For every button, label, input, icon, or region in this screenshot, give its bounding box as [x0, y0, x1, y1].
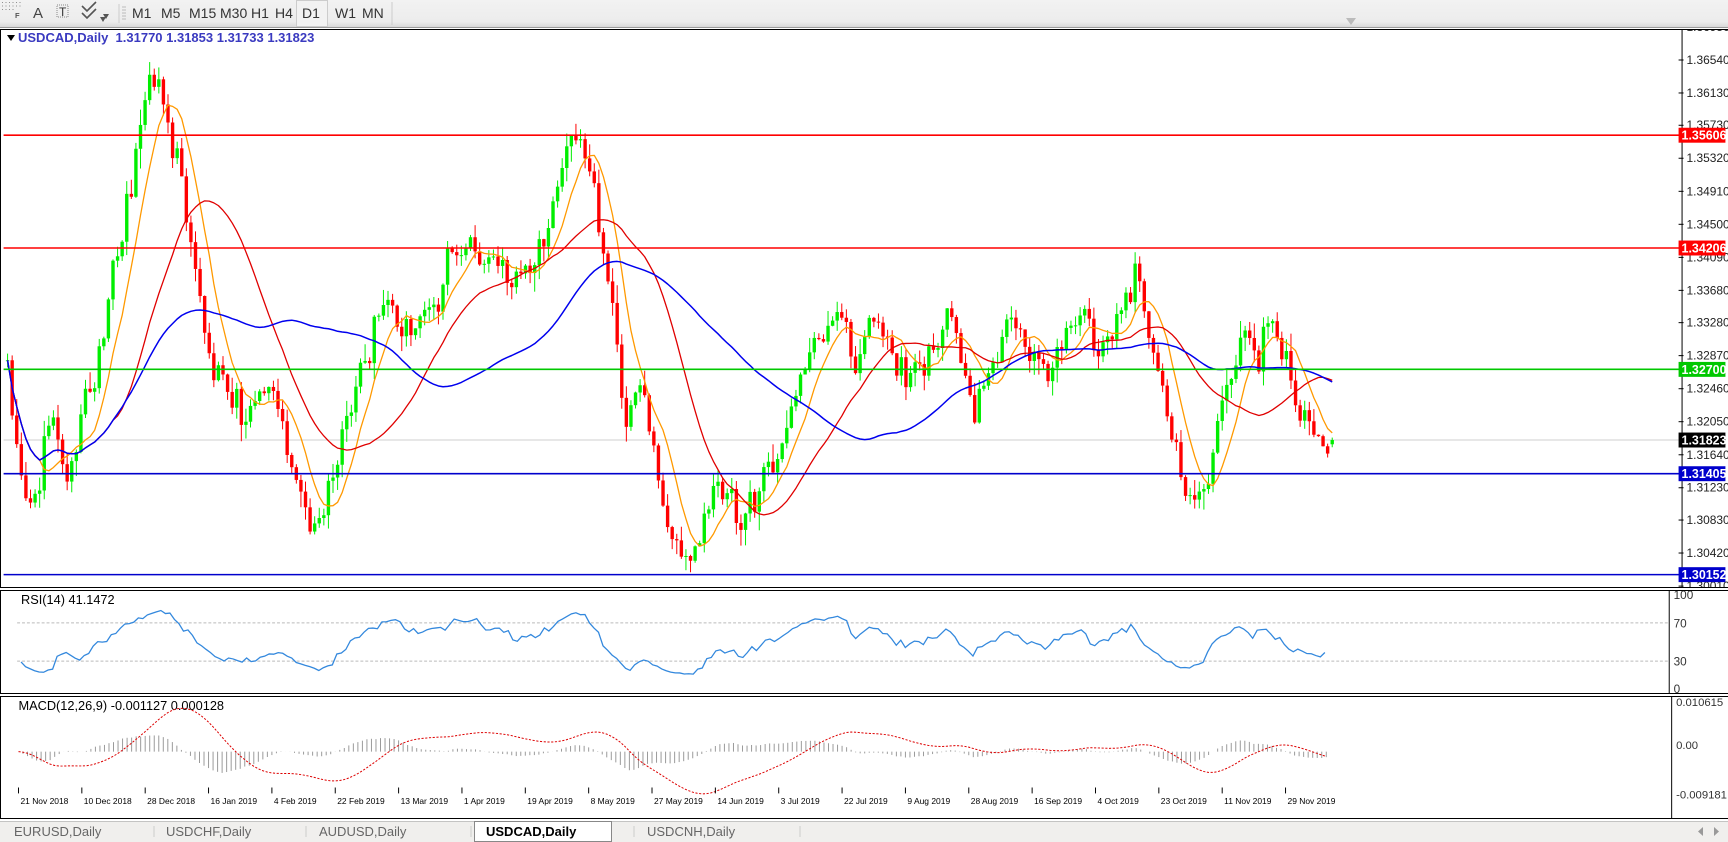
- svg-text:1.31405: 1.31405: [1682, 467, 1727, 481]
- svg-text:1.32700: 1.32700: [1682, 363, 1727, 377]
- svg-text:1.31230: 1.31230: [1687, 481, 1728, 495]
- svg-text:USDCNH,Daily: USDCNH,Daily: [647, 824, 736, 839]
- svg-text:9 Aug 2019: 9 Aug 2019: [907, 796, 950, 806]
- svg-text:H1: H1: [251, 5, 269, 21]
- svg-text:1.30420: 1.30420: [1687, 546, 1728, 560]
- svg-text:1.33680: 1.33680: [1687, 283, 1728, 297]
- svg-text:A: A: [33, 5, 43, 22]
- svg-text:8 May 2019: 8 May 2019: [591, 796, 635, 806]
- svg-text:T: T: [59, 5, 67, 19]
- svg-text:1.30152: 1.30152: [1682, 568, 1727, 582]
- svg-text:28 Aug 2019: 28 Aug 2019: [971, 796, 1019, 806]
- svg-text:19 Apr 2019: 19 Apr 2019: [527, 796, 573, 806]
- svg-text:1.30830: 1.30830: [1687, 513, 1728, 527]
- svg-text:1.31823: 1.31823: [1682, 434, 1727, 448]
- svg-text:28 Dec 2018: 28 Dec 2018: [147, 796, 195, 806]
- svg-text:16 Sep 2019: 16 Sep 2019: [1034, 796, 1082, 806]
- svg-text:1.34206: 1.34206: [1682, 242, 1727, 256]
- svg-text:1.33280: 1.33280: [1687, 316, 1728, 330]
- svg-text:4 Oct 2019: 4 Oct 2019: [1097, 796, 1139, 806]
- svg-text:29 Nov 2019: 29 Nov 2019: [1288, 796, 1336, 806]
- svg-text:-0.009181: -0.009181: [1676, 789, 1727, 801]
- svg-text:10 Dec 2018: 10 Dec 2018: [84, 796, 132, 806]
- svg-text:M1: M1: [132, 5, 152, 21]
- svg-text:1.32050: 1.32050: [1687, 415, 1728, 429]
- svg-text:13 Mar 2019: 13 Mar 2019: [401, 796, 449, 806]
- svg-text:1.34910: 1.34910: [1687, 184, 1728, 198]
- svg-text:0.010615: 0.010615: [1676, 697, 1723, 709]
- svg-text:F: F: [15, 11, 20, 20]
- svg-text:0.00: 0.00: [1676, 740, 1698, 752]
- svg-text:30: 30: [1674, 656, 1688, 669]
- svg-text:0: 0: [1674, 683, 1681, 694]
- svg-text:21 Nov 2018: 21 Nov 2018: [20, 796, 68, 806]
- svg-text:1.34500: 1.34500: [1687, 217, 1728, 231]
- svg-text:22 Feb 2019: 22 Feb 2019: [337, 796, 385, 806]
- svg-text:4 Feb 2019: 4 Feb 2019: [274, 796, 317, 806]
- svg-text:USDCAD,Daily: USDCAD,Daily: [486, 824, 577, 839]
- svg-text:1.35606: 1.35606: [1682, 129, 1727, 143]
- svg-text:1.32870: 1.32870: [1687, 349, 1728, 363]
- svg-text:1 Apr 2019: 1 Apr 2019: [464, 796, 505, 806]
- svg-text:1.36130: 1.36130: [1687, 86, 1728, 100]
- svg-text:1.35320: 1.35320: [1687, 151, 1728, 165]
- svg-text:1.36540: 1.36540: [1687, 53, 1728, 67]
- svg-text:14 Jun 2019: 14 Jun 2019: [717, 796, 764, 806]
- svg-text:M5: M5: [161, 5, 181, 21]
- svg-text:M15: M15: [189, 5, 216, 21]
- svg-text:22 Jul 2019: 22 Jul 2019: [844, 796, 888, 806]
- svg-text:AUDUSD,Daily: AUDUSD,Daily: [319, 824, 407, 839]
- svg-text:W1: W1: [335, 5, 356, 21]
- svg-text:27 May 2019: 27 May 2019: [654, 796, 703, 806]
- svg-text:H4: H4: [275, 5, 293, 21]
- svg-text:11 Nov 2019: 11 Nov 2019: [1224, 796, 1272, 806]
- svg-text:D1: D1: [302, 5, 320, 21]
- svg-text:MN: MN: [362, 5, 384, 21]
- svg-text:3 Jul 2019: 3 Jul 2019: [781, 796, 820, 806]
- svg-text:70: 70: [1674, 617, 1688, 630]
- svg-text:100: 100: [1674, 590, 1694, 602]
- svg-text:M30: M30: [220, 5, 247, 21]
- svg-text:1.36950: 1.36950: [1687, 29, 1728, 34]
- svg-text:RSI(14) 41.1472: RSI(14) 41.1472: [21, 592, 115, 607]
- svg-text:16 Jan 2019: 16 Jan 2019: [211, 796, 258, 806]
- svg-text:EURUSD,Daily: EURUSD,Daily: [14, 824, 102, 839]
- svg-text:1.32460: 1.32460: [1687, 382, 1728, 396]
- svg-text:USDCHF,Daily: USDCHF,Daily: [166, 824, 252, 839]
- svg-text:23 Oct 2019: 23 Oct 2019: [1161, 796, 1207, 806]
- svg-text:1.31640: 1.31640: [1687, 448, 1728, 462]
